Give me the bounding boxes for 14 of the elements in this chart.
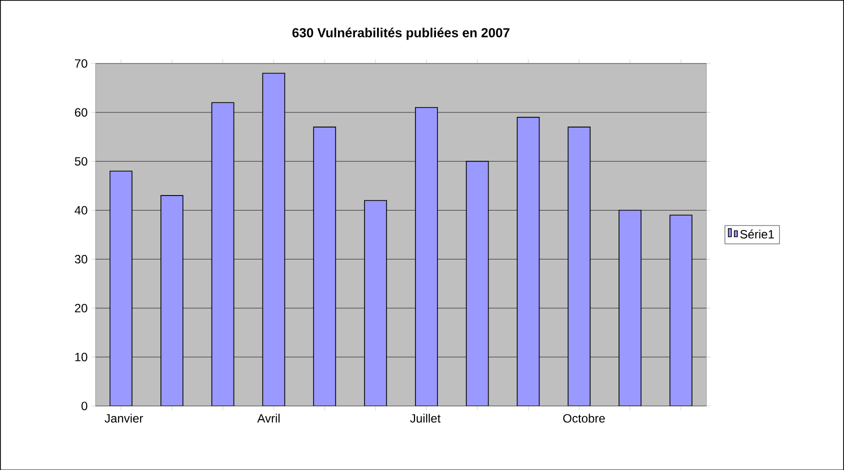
- x-tick-label: Avril: [257, 414, 280, 422]
- y-tick-label: 10: [75, 352, 88, 362]
- y-tick-label: 50: [74, 156, 88, 166]
- y-tick-label: 40: [74, 206, 88, 214]
- y-tick-label: 20: [74, 304, 88, 312]
- x-tick-label: Janvier: [104, 414, 144, 422]
- y-tick-label: 0: [82, 401, 88, 410]
- y-tick-label: 30: [74, 254, 88, 264]
- x-tick-label: Juillet: [410, 414, 441, 422]
- y-tick-label: 60: [74, 108, 88, 116]
- chart-title: 630 Vulnérabilités publiées en 2007: [292, 27, 510, 40]
- legend-label: Série1: [740, 229, 774, 238]
- x-tick-label: Octobre: [563, 414, 605, 422]
- y-tick-label: 70: [74, 59, 88, 68]
